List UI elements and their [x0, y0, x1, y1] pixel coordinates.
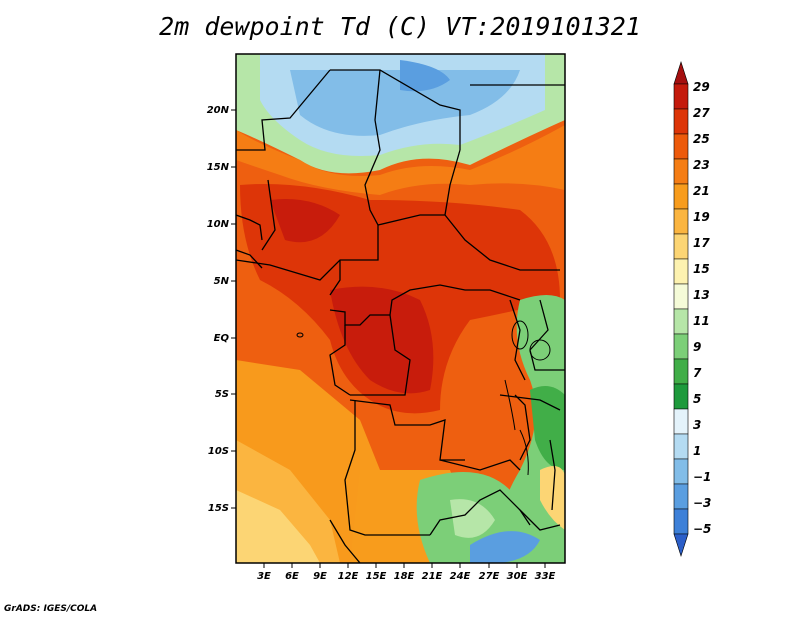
colorbar-label: 17 [693, 236, 710, 250]
colorbar-label: 25 [693, 132, 710, 146]
lon-label-15e: 15E [366, 571, 387, 582]
colorbar-segment [673, 458, 689, 485]
lon-label-3e: 3E [257, 571, 271, 582]
colorbar-segment [673, 158, 689, 185]
colorbar-label: 11 [693, 314, 710, 328]
colorbar-label: 29 [693, 80, 710, 94]
lon-label-6e: 6E [285, 571, 299, 582]
lon-label-9e: 9E [313, 571, 327, 582]
colorbar-segment [673, 258, 689, 285]
colorbar-label: 9 [693, 340, 701, 354]
map-frame [235, 53, 566, 564]
lon-label-24e: 24E [450, 571, 471, 582]
colorbar-label: 13 [693, 288, 710, 302]
colorbar-label: 19 [693, 210, 710, 224]
dewpoint-field [236, 54, 565, 563]
lat-label-10s: 10S [208, 446, 229, 457]
lon-label-12e: 12E [338, 571, 359, 582]
lake-outlines [296, 320, 551, 476]
colorbar-label: 23 [693, 158, 710, 172]
colorbar-segment [673, 408, 689, 435]
colorbar-segment [673, 333, 689, 360]
country-borders [236, 69, 565, 563]
colorbar-segments [673, 61, 689, 557]
colorbar-segment [673, 208, 689, 235]
colorbar-label: −1 [693, 470, 711, 484]
longitude-axis: 3E 6E 9E 12E 15E 18E 21E 24E 27E 30E 33E [257, 563, 556, 582]
lat-label-eq: EQ [214, 333, 230, 344]
lat-label-5s: 5S [215, 389, 229, 400]
lat-label-15n: 15N [207, 162, 230, 173]
colorbar-label: 1 [693, 444, 701, 458]
lon-label-27e: 27E [479, 571, 500, 582]
lon-label-21e: 21E [422, 571, 443, 582]
colorbar-segment [673, 233, 689, 260]
lon-label-33e: 33E [535, 571, 556, 582]
colorbar-segment [673, 533, 689, 557]
lat-label-5n: 5N [214, 276, 230, 287]
colorbar-segment [673, 483, 689, 510]
colorbar-segment [673, 308, 689, 335]
colorbar-label: 21 [693, 184, 710, 198]
colorbar-labels: 29 27 25 23 21 19 17 15 13 11 9 7 5 3 1 … [693, 80, 711, 536]
grads-credit: GrADS: IGES/COLA [4, 604, 98, 614]
colorbar-segment [673, 183, 689, 210]
colorbar-label: −3 [693, 496, 711, 510]
colorbar-label: 7 [693, 366, 702, 380]
map-title: 2m dewpoint Td (C) VT:2019101321 [159, 12, 641, 41]
colorbar-segment [673, 83, 689, 110]
latitude-axis: 20N 15N 10N 5N EQ 5S 10S 15S [207, 105, 236, 514]
colorbar-segment [673, 61, 689, 85]
lat-label-10n: 10N [207, 219, 230, 230]
colorbar-segment [673, 358, 689, 385]
colorbar-segment [673, 133, 689, 160]
lon-label-30e: 30E [507, 571, 528, 582]
colorbar-segment [673, 108, 689, 135]
colorbar-segment [673, 283, 689, 310]
colorbar-label: 3 [693, 418, 701, 432]
lat-label-15s: 15S [208, 503, 229, 514]
colorbar-segment [673, 383, 689, 410]
colorbar-label: 5 [693, 392, 701, 406]
colorbar-label: −5 [693, 522, 711, 536]
lon-label-18e: 18E [394, 571, 415, 582]
colorbar: 29 27 25 23 21 19 17 15 13 11 9 7 5 3 1 … [673, 61, 711, 557]
lat-label-20n: 20N [207, 105, 230, 116]
colorbar-label: 27 [693, 106, 710, 120]
colorbar-segment [673, 433, 689, 460]
colorbar-segment [673, 508, 689, 535]
colorbar-label: 15 [693, 262, 710, 276]
